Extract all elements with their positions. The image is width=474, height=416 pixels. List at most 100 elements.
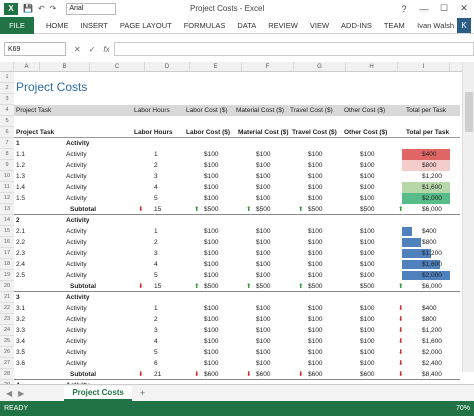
cell[interactable]: $100 [308, 316, 323, 323]
cell[interactable]: $800 [422, 239, 437, 246]
cell[interactable]: 1 [154, 305, 158, 312]
cell[interactable]: $100 [256, 173, 271, 180]
cell[interactable]: 21 [154, 371, 162, 378]
row-number[interactable]: 9 [0, 160, 14, 171]
cell[interactable]: $1,200 [422, 173, 442, 180]
cell[interactable]: Other Cost ($) [344, 107, 386, 114]
column-header-f[interactable]: F [242, 62, 294, 71]
cell[interactable]: Activity [66, 316, 87, 323]
cell[interactable]: $800 [422, 316, 437, 323]
cell[interactable]: $100 [308, 261, 323, 268]
tab-home[interactable]: HOME [46, 20, 69, 30]
row-number[interactable]: 27 [0, 358, 14, 369]
cell[interactable]: $2,000 [422, 195, 442, 202]
cell[interactable]: $100 [256, 239, 271, 246]
cell[interactable]: Labor Hours [134, 107, 170, 114]
cell[interactable]: $2,000 [422, 349, 442, 356]
cell[interactable]: 4 [154, 338, 158, 345]
cell[interactable]: 2 [154, 316, 158, 323]
cell[interactable]: $100 [308, 360, 323, 367]
cell[interactable]: $100 [204, 173, 219, 180]
cell[interactable]: 2.1 [16, 228, 26, 235]
cell[interactable]: Activity [66, 228, 87, 235]
cell[interactable]: 3.4 [16, 338, 26, 345]
help-icon[interactable]: ? [401, 3, 407, 14]
cell[interactable]: $100 [360, 184, 375, 191]
cell[interactable]: 6 [154, 360, 158, 367]
cell[interactable]: Subtotal [70, 283, 96, 290]
cell[interactable]: $100 [360, 360, 375, 367]
cell[interactable]: Activity [66, 250, 87, 257]
cell[interactable]: $100 [204, 338, 219, 345]
cell[interactable]: Activity [66, 217, 90, 224]
function-icon[interactable]: fx [103, 44, 110, 54]
cell[interactable]: 3.5 [16, 349, 26, 356]
cell[interactable]: $100 [308, 184, 323, 191]
cell[interactable]: $100 [204, 239, 219, 246]
cell[interactable]: $100 [360, 316, 375, 323]
tab-review[interactable]: REVIEW [268, 20, 298, 30]
row-number[interactable]: 3 [0, 94, 14, 105]
cell[interactable]: Activity [66, 261, 87, 268]
column-header-h[interactable]: H [346, 62, 398, 71]
cell[interactable]: 4 [154, 261, 158, 268]
tab-scroll-left-icon[interactable]: ◀ [6, 388, 13, 398]
add-sheet-icon[interactable]: + [139, 388, 146, 398]
cell[interactable]: $1,600 [422, 184, 442, 191]
cell[interactable]: $600 [256, 371, 271, 378]
cell[interactable]: $100 [204, 250, 219, 257]
scroll-thumb[interactable] [465, 92, 473, 132]
cell[interactable]: $500 [256, 206, 271, 213]
cell[interactable]: $100 [308, 173, 323, 180]
cell[interactable]: $6,000 [422, 206, 442, 213]
row-number[interactable]: 24 [0, 325, 14, 336]
font-selector[interactable]: Arial [66, 2, 117, 15]
cell[interactable]: 2.4 [16, 261, 26, 268]
cell[interactable]: 15 [154, 206, 162, 213]
save-icon[interactable]: 💾 [23, 4, 33, 13]
column-header-d[interactable]: D [145, 62, 190, 71]
select-all-corner[interactable] [0, 62, 14, 71]
tab-page-layout[interactable]: PAGE LAYOUT [119, 20, 172, 30]
cell[interactable]: 5 [154, 272, 158, 279]
cell[interactable]: Activity [66, 338, 87, 345]
cell[interactable]: $100 [256, 338, 271, 345]
cell[interactable]: $100 [308, 349, 323, 356]
cell[interactable]: Labor Hours [134, 129, 173, 136]
cell[interactable]: $100 [360, 228, 375, 235]
cell[interactable]: 3 [154, 327, 158, 334]
cell[interactable]: Activity [66, 151, 87, 158]
cell[interactable]: 15 [154, 283, 162, 290]
cell[interactable]: Total per Task [406, 107, 446, 114]
tab-file[interactable]: FILE [0, 16, 34, 34]
row-number[interactable]: 11 [0, 182, 14, 193]
cell[interactable]: $100 [360, 195, 375, 202]
cell[interactable]: $100 [308, 327, 323, 334]
cell[interactable]: $6,000 [422, 283, 442, 290]
cell[interactable]: $100 [256, 195, 271, 202]
cell[interactable]: Subtotal [70, 371, 96, 378]
cell[interactable]: $500 [256, 283, 271, 290]
cell[interactable]: 2.2 [16, 239, 26, 246]
row-number[interactable]: 28 [0, 369, 14, 380]
cell[interactable]: $100 [204, 305, 219, 312]
column-header-g[interactable]: G [294, 62, 346, 71]
row-number[interactable]: 6 [0, 127, 14, 138]
cell[interactable]: 5 [154, 195, 158, 202]
cell[interactable]: $1,200 [422, 327, 442, 334]
cell[interactable]: 1.2 [16, 162, 26, 169]
row-number[interactable]: 12 [0, 193, 14, 204]
user-name[interactable]: Ivan Walsh [417, 21, 454, 30]
cell[interactable]: $100 [204, 327, 219, 334]
tab-view[interactable]: VIEW [309, 20, 330, 30]
cell[interactable]: $100 [204, 261, 219, 268]
cell[interactable]: Activity [66, 327, 87, 334]
cell[interactable]: 4 [154, 184, 158, 191]
row-number[interactable]: 16 [0, 237, 14, 248]
cell[interactable]: Project Task [16, 107, 52, 114]
maximize-icon[interactable]: ☐ [439, 3, 449, 13]
avatar[interactable]: K [457, 18, 471, 33]
row-number[interactable]: 22 [0, 303, 14, 314]
cell[interactable]: 3 [154, 250, 158, 257]
redo-icon[interactable]: ↷ [49, 4, 57, 13]
